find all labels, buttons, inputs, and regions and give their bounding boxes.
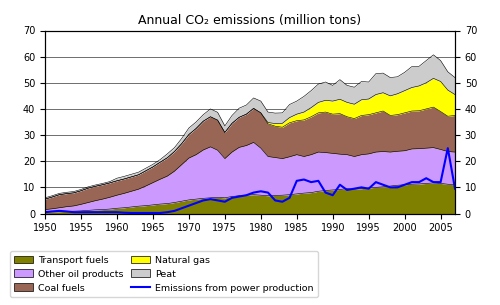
Legend: Transport fuels, Other oil products, Coal fuels, Natural gas, Peat, Emissions fr: Transport fuels, Other oil products, Coa…	[10, 251, 318, 297]
Title: Annual CO₂ emissions (million tons): Annual CO₂ emissions (million tons)	[138, 13, 362, 27]
